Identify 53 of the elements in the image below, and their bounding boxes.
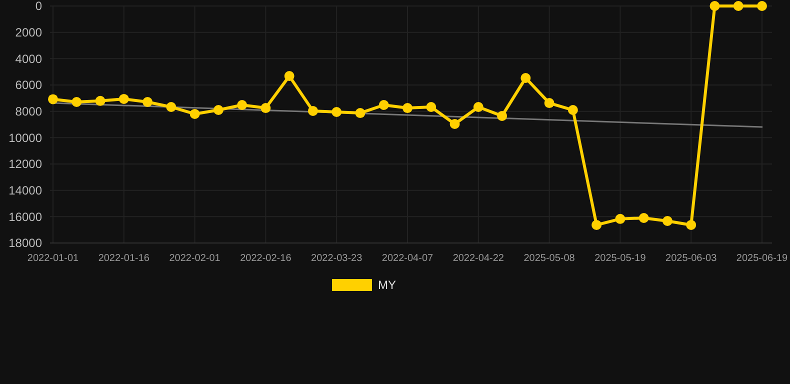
point [662, 216, 672, 226]
point [520, 73, 531, 84]
point [497, 110, 508, 121]
legend-label: MY [378, 278, 396, 292]
point [710, 1, 720, 11]
y-tick-label: 18000 [8, 236, 42, 250]
x-tick-label: 2025-06-03 [666, 253, 718, 264]
point [142, 96, 153, 107]
point [308, 106, 318, 116]
y-tick-label: 2000 [15, 26, 42, 40]
point [48, 94, 58, 104]
point [450, 118, 460, 129]
x-tick-label: 2022-01-01 [27, 253, 80, 264]
point [213, 105, 224, 116]
y-tick-label: 16000 [8, 210, 42, 224]
x-tick-label: 2025-05-19 [594, 253, 646, 264]
y-tick-label: 10000 [8, 130, 42, 145]
point [166, 102, 176, 112]
point [733, 1, 744, 11]
y-tick-label: 14000 [8, 184, 42, 198]
point [95, 96, 106, 106]
y-tick-label: 4000 [15, 52, 42, 66]
point [260, 103, 271, 114]
point [426, 102, 436, 112]
point [592, 220, 602, 230]
point [757, 1, 767, 11]
y-tick-label: 12000 [8, 157, 42, 172]
point [686, 220, 696, 230]
point [568, 105, 578, 116]
point [355, 108, 366, 118]
point [378, 100, 389, 110]
y-tick-label: 6000 [15, 78, 42, 92]
y-tick-label: 0 [35, 0, 42, 14]
x-tick-label: 2022-04-07 [382, 253, 434, 264]
y-tick-label: 8000 [15, 104, 42, 119]
point [638, 212, 649, 223]
point [332, 106, 342, 117]
point [473, 102, 484, 112]
point [284, 71, 294, 82]
point [402, 103, 412, 114]
x-tick-label: 2022-02-01 [169, 253, 221, 264]
x-tick-label: 2022-01-16 [98, 253, 150, 264]
point [237, 100, 248, 110]
x-tick-label: 2022-02-16 [240, 253, 292, 264]
x-tick-label: 2025-05-08 [524, 253, 576, 264]
point [72, 96, 82, 107]
x-tick-label: 2022-04-22 [452, 253, 504, 264]
x-tick-label: 2022-03-23 [311, 253, 363, 264]
point [190, 108, 200, 119]
point [118, 94, 129, 104]
x-tick-label: 2025-06-19 [736, 253, 788, 264]
point [615, 214, 626, 224]
point [544, 98, 554, 108]
